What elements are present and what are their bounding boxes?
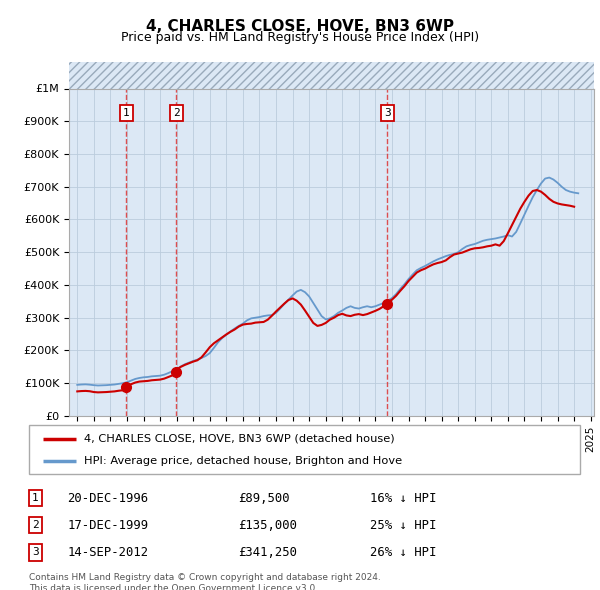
HPI: Average price, detached house, Brighton and Hove: (2e+03, 1.72e+05): Average price, detached house, Brighton … <box>194 356 201 363</box>
HPI: Average price, detached house, Brighton and Hove: (2e+03, 2.82e+05): Average price, detached house, Brighton … <box>239 320 247 327</box>
4, CHARLES CLOSE, HOVE, BN3 6WP (detached house) <box>571 203 578 210</box>
4, CHARLES CLOSE, HOVE, BN3 6WP (detached house) <box>111 388 118 395</box>
Text: £341,250: £341,250 <box>238 546 297 559</box>
Text: Price paid vs. HM Land Registry's House Price Index (HPI): Price paid vs. HM Land Registry's House … <box>121 31 479 44</box>
HPI: Average price, detached house, Brighton and Hove: (2.01e+03, 3.88e+05): Average price, detached house, Brighton … <box>397 286 404 293</box>
Text: HPI: Average price, detached house, Brighton and Hove: HPI: Average price, detached house, Brig… <box>84 456 402 466</box>
Text: 16% ↓ HPI: 16% ↓ HPI <box>370 492 437 505</box>
Line: HPI: Average price, detached house, Brighton and Hove: HPI: Average price, detached house, Brig… <box>77 178 578 385</box>
4, CHARLES CLOSE, HOVE, BN3 6WP (detached house) <box>533 186 541 194</box>
Text: 14-SEP-2012: 14-SEP-2012 <box>67 546 148 559</box>
Text: 17-DEC-1999: 17-DEC-1999 <box>67 519 148 532</box>
HPI: Average price, detached house, Brighton and Hove: (2.02e+03, 7.28e+05): Average price, detached house, Brighton … <box>545 174 553 181</box>
FancyBboxPatch shape <box>29 425 580 474</box>
Text: 4, CHARLES CLOSE, HOVE, BN3 6WP: 4, CHARLES CLOSE, HOVE, BN3 6WP <box>146 19 454 34</box>
Bar <box>69 63 594 88</box>
Line: 4, CHARLES CLOSE, HOVE, BN3 6WP (detached house): 4, CHARLES CLOSE, HOVE, BN3 6WP (detache… <box>77 190 574 392</box>
4, CHARLES CLOSE, HOVE, BN3 6WP (detached house) <box>74 388 81 395</box>
HPI: Average price, detached house, Brighton and Hove: (1.99e+03, 9.5e+04): Average price, detached house, Brighton … <box>74 381 81 388</box>
Text: Contains HM Land Registry data © Crown copyright and database right 2024.
This d: Contains HM Land Registry data © Crown c… <box>29 573 380 590</box>
Text: 25% ↓ HPI: 25% ↓ HPI <box>370 519 437 532</box>
Text: 1: 1 <box>32 493 39 503</box>
4, CHARLES CLOSE, HOVE, BN3 6WP (detached house) <box>169 372 176 379</box>
Text: 3: 3 <box>384 108 391 118</box>
Text: 20-DEC-1996: 20-DEC-1996 <box>67 492 148 505</box>
Text: 4, CHARLES CLOSE, HOVE, BN3 6WP (detached house): 4, CHARLES CLOSE, HOVE, BN3 6WP (detache… <box>84 434 395 444</box>
HPI: Average price, detached house, Brighton and Hove: (2.01e+03, 3.3e+05): Average price, detached house, Brighton … <box>351 304 358 312</box>
Text: 2: 2 <box>173 108 179 118</box>
Text: £89,500: £89,500 <box>238 492 290 505</box>
HPI: Average price, detached house, Brighton and Hove: (2e+03, 9.3e+04): Average price, detached house, Brighton … <box>94 382 101 389</box>
Text: 2: 2 <box>32 520 39 530</box>
HPI: Average price, detached house, Brighton and Hove: (2.02e+03, 7.25e+05): Average price, detached house, Brighton … <box>542 175 549 182</box>
4, CHARLES CLOSE, HOVE, BN3 6WP (detached house) <box>94 389 101 396</box>
Text: 3: 3 <box>32 548 39 558</box>
Text: 26% ↓ HPI: 26% ↓ HPI <box>370 546 437 559</box>
4, CHARLES CLOSE, HOVE, BN3 6WP (detached house) <box>78 388 85 395</box>
4, CHARLES CLOSE, HOVE, BN3 6WP (detached house) <box>364 310 371 317</box>
Text: £135,000: £135,000 <box>238 519 297 532</box>
4, CHARLES CLOSE, HOVE, BN3 6WP (detached house) <box>218 334 226 341</box>
HPI: Average price, detached house, Brighton and Hove: (2.02e+03, 6.85e+05): Average price, detached house, Brighton … <box>566 188 574 195</box>
Text: 1: 1 <box>123 108 130 118</box>
4, CHARLES CLOSE, HOVE, BN3 6WP (detached house) <box>293 297 301 304</box>
HPI: Average price, detached house, Brighton and Hove: (2.02e+03, 6.8e+05): Average price, detached house, Brighton … <box>575 190 582 197</box>
